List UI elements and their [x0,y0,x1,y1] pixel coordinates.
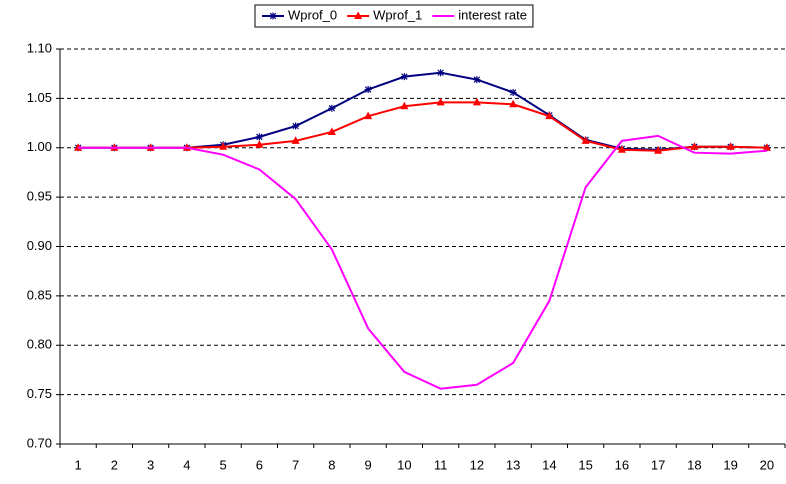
y-tick-label: 0.80 [27,337,52,352]
y-tick-label: 1.05 [27,90,52,105]
marker [292,122,300,130]
marker [219,142,228,150]
legend-box [254,4,534,28]
marker [400,101,409,110]
marker [581,136,590,144]
marker [509,99,518,108]
marker [364,85,372,93]
x-tick-label: 18 [687,457,701,472]
line [78,134,767,390]
x-tick-label: 8 [328,457,335,472]
marker [269,12,277,20]
x-tick-label: 16 [615,457,629,472]
x-tick-label: 17 [651,457,665,472]
legend: Wprof_0 Wprof_1 interest rate [254,4,534,28]
marker [255,140,264,148]
x-tick-label: 11 [434,457,448,472]
marker [328,104,336,112]
marker [364,111,373,120]
legend-label: Wprof_0 [288,7,337,22]
y-tick-label: 0.90 [27,238,52,253]
x-tick-label: 5 [220,457,227,472]
marker [354,11,363,19]
x-tick-label: 13 [506,457,520,472]
y-tick-label: 0.85 [27,287,52,302]
x-tick-label: 9 [365,457,372,472]
x-tick-label: 19 [723,457,737,472]
y-tick-label: 0.70 [27,435,52,450]
marker [473,76,481,84]
x-tick-label: 12 [470,457,484,472]
marker [437,69,445,77]
marker [291,136,300,144]
marker [726,142,735,150]
marker [509,88,517,96]
line [78,101,767,152]
marker [436,97,445,106]
x-tick-label: 7 [292,457,299,472]
marker [472,97,481,106]
x-tick-label: 15 [578,457,592,472]
series [78,134,767,390]
marker [545,111,554,120]
x-tick-label: 10 [397,457,411,472]
legend-label: interest rate [458,7,527,22]
y-tick-label: 1.10 [27,40,52,55]
marker [654,146,663,154]
x-tick-label: 4 [183,457,190,472]
x-tick-label: 1 [75,457,82,472]
marker [690,142,699,150]
x-tick-label: 3 [147,457,154,472]
marker [327,127,336,135]
x-tick-label: 20 [760,457,774,472]
marker [617,145,626,153]
marker [255,133,263,141]
x-tick-label: 6 [256,457,263,472]
x-tick-label: 14 [542,457,556,472]
y-tick-label: 0.95 [27,189,52,204]
marker [400,73,408,81]
marker [762,143,771,151]
y-tick-label: 0.75 [27,386,52,401]
series [74,97,771,154]
y-tick-label: 1.00 [27,139,52,154]
legend-label: Wprof_1 [373,7,422,22]
x-tick-label: 2 [111,457,118,472]
